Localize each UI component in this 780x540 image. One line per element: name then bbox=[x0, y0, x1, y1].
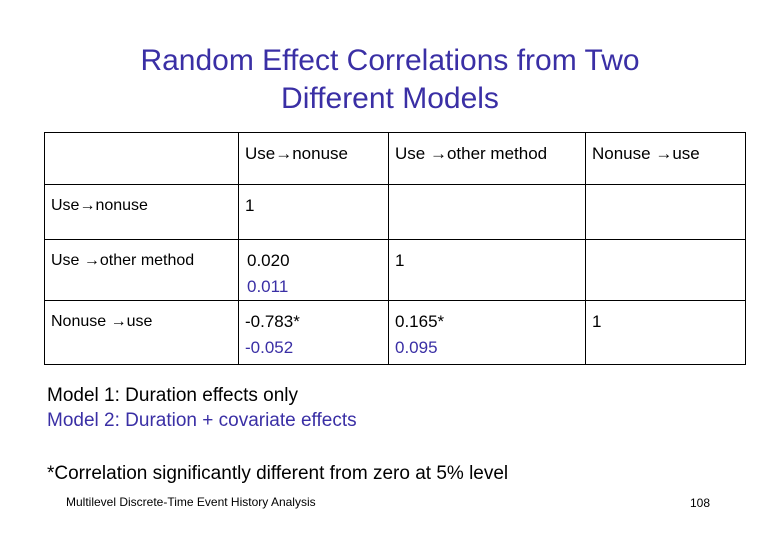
correlation-table: Use→nonuse Use →other method Nonuse →use… bbox=[44, 132, 746, 365]
model2-value: -0.052 bbox=[245, 338, 294, 357]
header-cell-empty bbox=[44, 132, 239, 185]
model-legend: Model 1: Duration effects only Model 2: … bbox=[47, 383, 357, 433]
legend-model-1: Model 1: Duration effects only bbox=[47, 385, 299, 406]
header-cell-use-nonuse: Use→nonuse bbox=[238, 132, 389, 185]
table-cell: 0.020 0.011 bbox=[238, 239, 389, 301]
table-cell: 1 bbox=[388, 239, 586, 301]
title-line-2: Different Models bbox=[281, 82, 499, 115]
table-row: Use→nonuse 1 bbox=[44, 184, 746, 240]
slide-title: Random Effect Correlations from Two Diff… bbox=[60, 42, 720, 118]
header-cell-nonuse-use: Nonuse →use bbox=[585, 132, 746, 185]
table-cell: -0.783* -0.052 bbox=[238, 300, 389, 365]
header-cell-use-other-method: Use →other method bbox=[388, 132, 586, 185]
table-cell: 0.165* 0.095 bbox=[388, 300, 586, 365]
table-cell bbox=[585, 184, 746, 240]
model1-value: 1 bbox=[245, 196, 255, 215]
model1-value: -0.783* bbox=[245, 312, 300, 331]
model1-value: 1 bbox=[592, 312, 602, 331]
table-cell bbox=[585, 239, 746, 301]
table-cell bbox=[388, 184, 586, 240]
page-number: 108 bbox=[690, 496, 711, 510]
table-row: Nonuse →use -0.783* -0.052 0.165* 0.095 1 bbox=[44, 300, 746, 365]
slide-footer: Multilevel Discrete-Time Event History A… bbox=[66, 495, 316, 509]
title-line-1: Random Effect Correlations from Two bbox=[140, 44, 640, 77]
model1-value: 0.020 bbox=[247, 251, 290, 270]
model1-value: 0.165* bbox=[395, 312, 445, 331]
model1-value: 1 bbox=[395, 251, 405, 270]
row-label: Nonuse →use bbox=[44, 300, 239, 365]
row-label: Use→nonuse bbox=[44, 184, 239, 240]
legend-model-2: Model 2: Duration + covariate effects bbox=[47, 410, 357, 431]
table-header-row: Use→nonuse Use →other method Nonuse →use bbox=[44, 132, 746, 185]
table-cell: 1 bbox=[238, 184, 389, 240]
significance-note: *Correlation significantly different fro… bbox=[47, 463, 509, 484]
model2-value: 0.011 bbox=[247, 277, 289, 296]
table-cell: 1 bbox=[585, 300, 746, 365]
row-label: Use →other method bbox=[44, 239, 239, 301]
model2-value: 0.095 bbox=[395, 338, 438, 357]
table-row: Use →other method 0.020 0.011 1 bbox=[44, 239, 746, 301]
